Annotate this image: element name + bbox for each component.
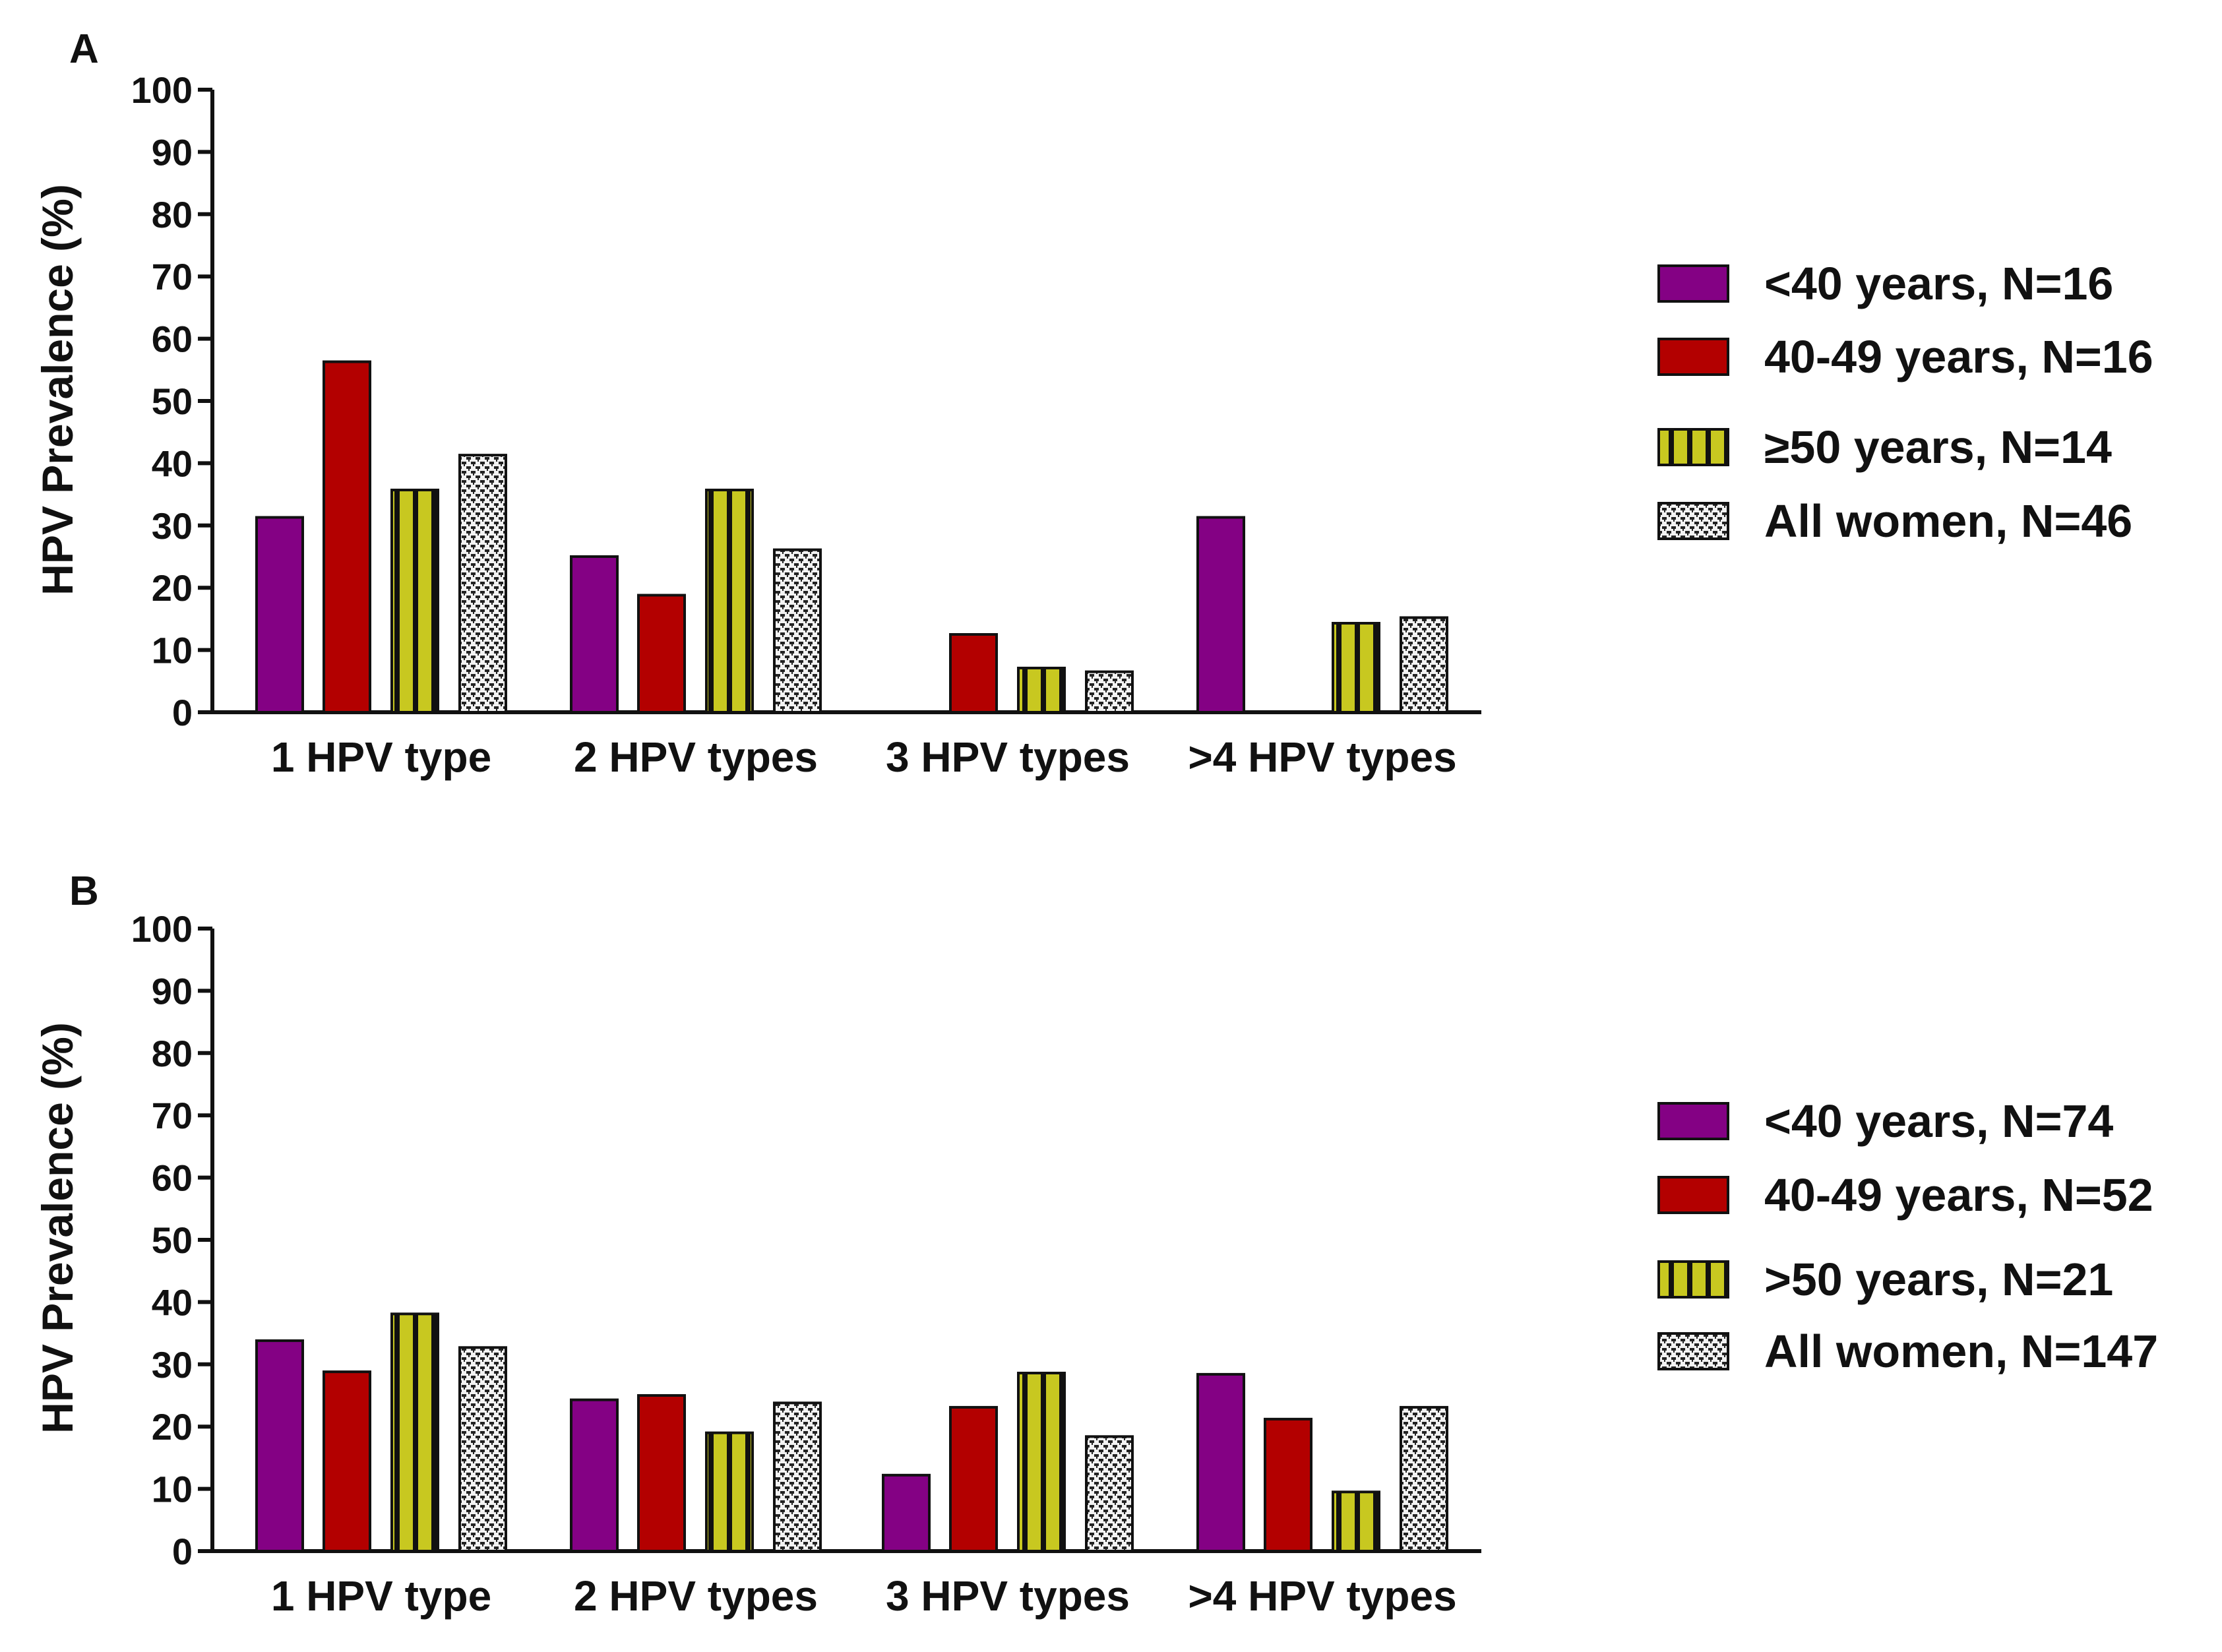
panel-a-y-tick-label: 30 — [152, 505, 193, 547]
panel-b-bar-all-women-2 — [1085, 1435, 1134, 1552]
panel-b-bar-40-49-3 — [1264, 1417, 1312, 1553]
panel-a-legend-swatch-under-40 — [1657, 264, 1729, 303]
panel-b-legend-swatch-all-women — [1657, 1332, 1729, 1370]
panel-a-chart: A HPV Prevalence (%) 0 10 20 30 40 50 60 70 80 90… — [33, 26, 2153, 781]
panel-b-y-tick-label: 80 — [152, 1033, 193, 1074]
panel-b-legend-swatch-under-40 — [1657, 1102, 1729, 1140]
panel-b-bar-all-women-3 — [1400, 1405, 1448, 1553]
panel-b-legend-label-40-49: 40-49 years, N=52 — [1764, 1169, 2153, 1221]
panel-b-y-tick-label: 30 — [152, 1344, 193, 1386]
panel-a-bar-under-40-1 — [570, 555, 619, 714]
panel-a-y-tick-label: 80 — [152, 194, 193, 235]
panel-a-legend-swatch-all-women — [1657, 502, 1729, 540]
panel-b-legend-label-50-plus: >50 years, N=21 — [1764, 1254, 2113, 1305]
panel-a-bar-40-49-0 — [323, 360, 371, 714]
panel-a-category-label: 2 HPV types — [574, 733, 818, 781]
panel-a-bar-50-plus-0 — [390, 488, 439, 714]
panel-b-bar-50-plus-0 — [390, 1312, 439, 1553]
panel-b-bar-50-plus-2 — [1017, 1372, 1066, 1553]
panel-a-bar-all-women-2 — [1085, 670, 1134, 714]
panel-b-y-axis-title: HPV Prevalence (%) — [33, 1022, 82, 1434]
panel-a-label: A — [69, 26, 99, 72]
panel-b-bar-all-women-1 — [773, 1401, 822, 1552]
panel-b-label: B — [69, 869, 99, 914]
panel-a-y-tick-label: 70 — [152, 256, 193, 297]
panel-b-category-labels: 1 HPV type 2 HPV types 3 HPV types >4 HPV t… — [271, 1572, 1457, 1620]
panel-b-category-label: 1 HPV type — [271, 1572, 491, 1620]
panel-a-bar-all-women-1 — [773, 548, 822, 714]
panel-b-bar-under-40-2 — [882, 1473, 931, 1553]
panel-a-bar-all-women-3 — [1400, 616, 1448, 714]
panel-a-bar-under-40-3 — [1196, 516, 1245, 714]
panel-b-bar-under-40-0 — [255, 1339, 304, 1552]
panel-a-bar-50-plus-2 — [1017, 666, 1066, 714]
panel-b-y-tick-label: 90 — [152, 970, 193, 1012]
panel-b-bar-40-49-2 — [949, 1405, 998, 1553]
panel-b-y-tick-label: 100 — [131, 908, 193, 950]
panel-b-y-tick-label: 10 — [152, 1469, 193, 1510]
panel-a-y-tick-label: 10 — [152, 630, 193, 671]
panel-a-y-axis-title: HPV Prevalence (%) — [33, 184, 82, 596]
panel-b-legend: <40 years, N=74 40-49 years, N=52 >50 year… — [1657, 1095, 2158, 1377]
panel-b-legend-swatch-40-49 — [1657, 1176, 1729, 1214]
panel-a-bar-40-49-1 — [637, 594, 686, 714]
panel-a-bar-50-plus-1 — [705, 488, 754, 714]
panel-b-bar-under-40-1 — [570, 1398, 619, 1552]
panel-a-legend: <40 years, N=16 40-49 years, N=16 ≥50 year… — [1657, 258, 2153, 547]
panel-a-bar-40-49-2 — [949, 633, 998, 714]
panel-a-category-labels: 1 HPV type 2 HPV types 3 HPV types >4 HPV t… — [271, 733, 1457, 781]
panel-b-chart: B HPV Prevalence (%) 0 10 20 30 40 50 60 70 80 90… — [33, 869, 2158, 1620]
panel-b-bar-50-plus-1 — [705, 1431, 754, 1552]
panel-b-bar-40-49-0 — [323, 1370, 371, 1552]
panel-a-legend-swatch-50-plus — [1657, 428, 1729, 466]
panel-b-y-tick-label: 40 — [152, 1281, 193, 1323]
panel-b-bar-under-40-3 — [1196, 1372, 1245, 1553]
panel-a-y-tick-label: 50 — [152, 381, 193, 422]
panel-a-y-tick-label: 0 — [172, 692, 193, 733]
panel-a-y-tick-label: 20 — [152, 567, 193, 609]
panel-a-y-tick-label: 60 — [152, 319, 193, 360]
panel-b-y-tick-label: 70 — [152, 1095, 193, 1136]
panel-a-y-tick-label: 100 — [131, 69, 193, 111]
panel-b-y-tick-label: 60 — [152, 1157, 193, 1199]
panel-b-legend-label-all-women: All women, N=147 — [1764, 1326, 2158, 1377]
panel-b-category-label: 3 HPV types — [886, 1572, 1130, 1620]
panel-b-category-label: >4 HPV types — [1188, 1572, 1456, 1620]
panel-b-y-tick-label: 50 — [152, 1219, 193, 1261]
panel-a-legend-swatch-40-49 — [1657, 338, 1729, 376]
panel-a-bar-under-40-0 — [255, 516, 304, 714]
panel-b-legend-label-under-40: <40 years, N=74 — [1764, 1095, 2113, 1147]
panel-a-category-label: 3 HPV types — [886, 733, 1130, 781]
panel-b-category-label: 2 HPV types — [574, 1572, 818, 1620]
panel-b-bar-40-49-1 — [637, 1394, 686, 1552]
panel-a-y-tick-label: 40 — [152, 443, 193, 484]
panel-a-legend-label-40-49: 40-49 years, N=16 — [1764, 331, 2153, 382]
panel-b-legend-swatch-50-plus — [1657, 1260, 1729, 1299]
panel-a-category-label: 1 HPV type — [271, 733, 491, 781]
panel-a-bar-all-women-0 — [458, 454, 507, 714]
panel-b-bar-50-plus-3 — [1332, 1490, 1380, 1553]
panel-a-legend-label-all-women: All women, N=46 — [1764, 495, 2132, 547]
panel-a-legend-label-under-40: <40 years, N=16 — [1764, 258, 2113, 309]
panel-a-y-tick-label: 90 — [152, 131, 193, 173]
panel-b-bar-all-women-0 — [458, 1346, 507, 1552]
panel-a-category-label: >4 HPV types — [1188, 733, 1456, 781]
panel-a-bar-50-plus-3 — [1332, 622, 1380, 714]
panel-b-y-tick-label: 20 — [152, 1406, 193, 1448]
panel-a-legend-label-50-plus: ≥50 years, N=14 — [1764, 421, 2112, 473]
panel-a-bars — [255, 360, 1448, 714]
panel-b-bars — [255, 1312, 1448, 1553]
panel-b-y-tick-label: 0 — [172, 1531, 193, 1572]
